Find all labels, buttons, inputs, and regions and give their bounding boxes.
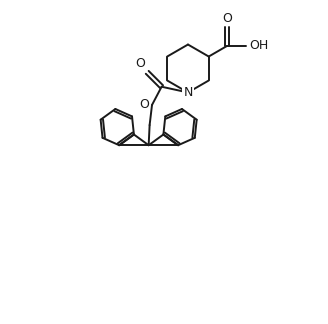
Text: OH: OH xyxy=(250,40,269,52)
Text: O: O xyxy=(140,98,150,111)
Text: O: O xyxy=(222,12,232,25)
Text: O: O xyxy=(135,57,145,70)
Text: N: N xyxy=(183,86,193,99)
